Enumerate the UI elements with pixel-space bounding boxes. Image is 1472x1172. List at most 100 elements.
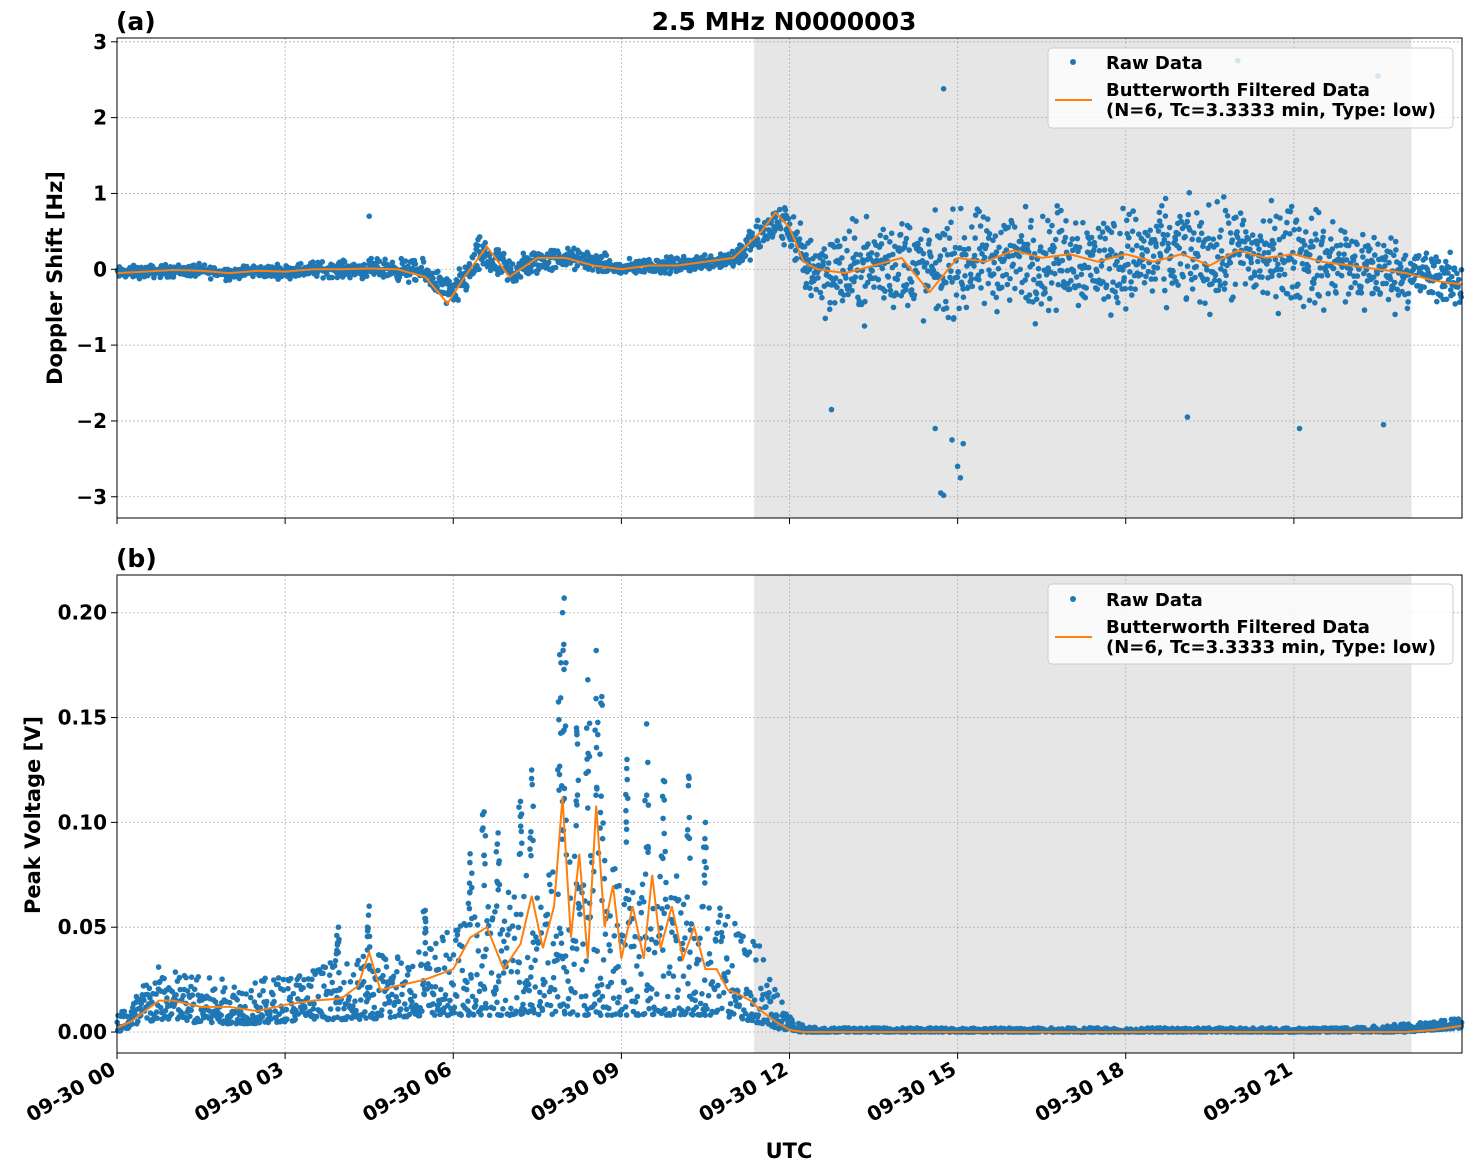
raw-data-point: [1276, 236, 1283, 243]
raw-data-point: [433, 940, 439, 947]
raw-data-point: [1299, 260, 1306, 267]
raw-data-point: [949, 437, 955, 443]
raw-data-point: [513, 911, 520, 918]
raw-data-point: [947, 274, 953, 281]
raw-data-point: [599, 993, 606, 1000]
raw-data-point: [1395, 292, 1402, 298]
raw-data-point: [418, 961, 425, 968]
raw-data-point: [943, 298, 949, 305]
raw-data-point: [1243, 229, 1249, 235]
raw-data-point: [883, 234, 889, 241]
raw-data-point: [630, 889, 636, 896]
raw-data-point: [890, 304, 897, 311]
raw-data-point: [972, 212, 979, 218]
raw-data-point: [231, 984, 238, 990]
raw-data-point: [906, 247, 912, 253]
raw-data-point: [1059, 257, 1066, 264]
raw-data-point: [752, 942, 758, 949]
raw-data-point: [702, 819, 709, 826]
raw-data-point: [648, 936, 655, 943]
raw-data-point: [569, 945, 576, 951]
raw-data-point: [882, 288, 888, 294]
raw-data-point: [720, 989, 727, 996]
raw-data-point: [1115, 299, 1121, 306]
raw-data-point: [683, 920, 690, 926]
raw-data-point: [1189, 236, 1195, 243]
raw-data-point: [275, 981, 281, 988]
raw-data-point: [878, 241, 885, 247]
raw-data-point: [558, 940, 565, 946]
raw-data-point: [555, 891, 561, 898]
raw-data-point: [1161, 276, 1167, 282]
raw-data-point: [486, 1012, 493, 1019]
raw-data-point: [764, 236, 770, 242]
raw-data-point: [1206, 202, 1212, 208]
raw-data-point: [1343, 257, 1350, 263]
raw-data-point: [1264, 290, 1271, 297]
raw-data-point: [1129, 247, 1136, 253]
y-tick-label: 0: [93, 257, 107, 281]
raw-data-point: [875, 276, 882, 283]
raw-data-point: [459, 943, 465, 950]
raw-data-point: [455, 927, 461, 934]
raw-data-point: [405, 263, 411, 270]
raw-data-point: [1186, 189, 1193, 196]
raw-data-point: [1129, 228, 1136, 235]
raw-data-point: [985, 280, 992, 287]
raw-data-point: [706, 905, 712, 911]
raw-data-point: [1290, 265, 1297, 272]
raw-data-point: [600, 957, 607, 963]
raw-data-point: [697, 1000, 704, 1007]
raw-data-point: [558, 783, 565, 789]
raw-data-point: [1195, 253, 1201, 259]
raw-data-point: [1215, 287, 1222, 294]
raw-data-point: [396, 274, 403, 281]
raw-data-point: [335, 924, 342, 930]
raw-data-point: [402, 1001, 408, 1007]
raw-data-point: [849, 287, 855, 294]
raw-data-point: [1140, 263, 1147, 270]
raw-data-point: [903, 235, 910, 242]
raw-data-point: [711, 986, 718, 993]
raw-data-point: [207, 276, 214, 282]
y-tick-label: −1: [76, 333, 107, 357]
figure-title: 2.5 MHz N0000003: [652, 7, 917, 36]
raw-data-point: [888, 230, 895, 237]
raw-data-point: [956, 305, 962, 312]
raw-data-point: [409, 963, 416, 970]
raw-data-point: [222, 985, 228, 991]
raw-data-point: [467, 922, 473, 928]
raw-data-point: [1221, 286, 1228, 292]
raw-data-point: [1153, 243, 1159, 250]
raw-data-point: [911, 292, 918, 298]
raw-data-point: [1198, 230, 1205, 237]
raw-data-point: [371, 1004, 378, 1011]
raw-data-point: [686, 814, 693, 821]
raw-data-point: [595, 719, 601, 726]
raw-data-point: [390, 973, 397, 980]
raw-data-point: [436, 1001, 443, 1007]
raw-data-point: [1300, 303, 1307, 310]
raw-data-point: [851, 278, 857, 285]
raw-data-point: [574, 263, 581, 269]
raw-data-point: [1236, 251, 1242, 258]
raw-data-point: [493, 986, 499, 993]
raw-data-point: [722, 922, 729, 928]
raw-data-point: [742, 1010, 749, 1017]
raw-data-point: [887, 287, 894, 294]
raw-data-point: [228, 1019, 235, 1025]
raw-data-point: [1196, 236, 1202, 243]
raw-data-point: [300, 985, 306, 991]
raw-data-point: [674, 994, 680, 1000]
raw-data-point: [969, 224, 975, 230]
raw-data-point: [1185, 211, 1192, 218]
raw-data-point: [456, 266, 463, 272]
raw-data-point: [523, 872, 530, 879]
raw-data-point: [1330, 265, 1337, 272]
raw-data-point: [1312, 300, 1318, 306]
raw-data-point: [678, 910, 684, 916]
raw-data-point: [336, 969, 342, 976]
raw-data-point: [164, 995, 170, 1001]
raw-data-point: [820, 259, 826, 265]
raw-data-point: [409, 998, 415, 1005]
